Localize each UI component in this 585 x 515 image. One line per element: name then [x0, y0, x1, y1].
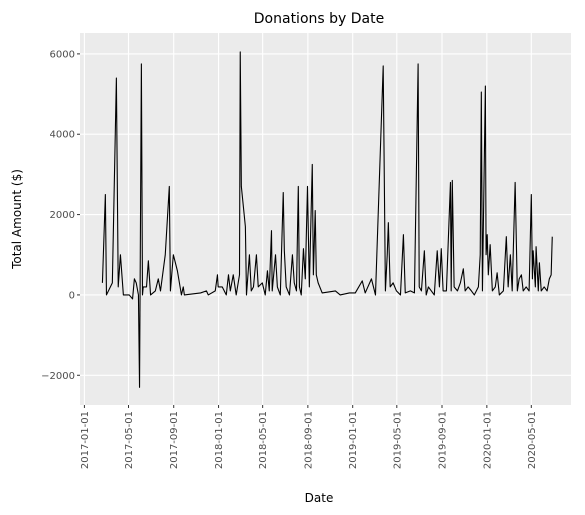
x-tick-label: 2019-01-01 [348, 411, 359, 469]
data-line [101, 51, 553, 388]
x-tick-label: 2018-01-01 [214, 411, 225, 469]
x-tick-label: 2017-01-01 [80, 411, 91, 469]
panel [80, 33, 571, 405]
y-tick-label: 6000 [50, 49, 75, 60]
chart-title: Donations by Date [254, 11, 384, 27]
x-tick-label: 2019-05-01 [392, 411, 403, 469]
x-tick-label: 2018-05-01 [258, 411, 269, 469]
y-tick-label: 2000 [50, 210, 75, 221]
x-tick-label: 2017-05-01 [124, 411, 135, 469]
x-tick-label: 2020-01-01 [482, 411, 493, 469]
x-tick-label: 2017-09-01 [169, 411, 180, 469]
x-tick-label: 2018-09-01 [303, 411, 314, 469]
x-tick-label: 2020-05-01 [527, 411, 538, 469]
y-tick-label: 0 [69, 290, 75, 301]
y-tick-label: −2000 [41, 371, 75, 382]
y-tick-label: 4000 [50, 130, 75, 141]
x-axis-title: Date [305, 491, 334, 505]
x-tick-label: 2019-09-01 [438, 411, 449, 469]
y-axis-title: Total Amount ($) [10, 169, 24, 270]
